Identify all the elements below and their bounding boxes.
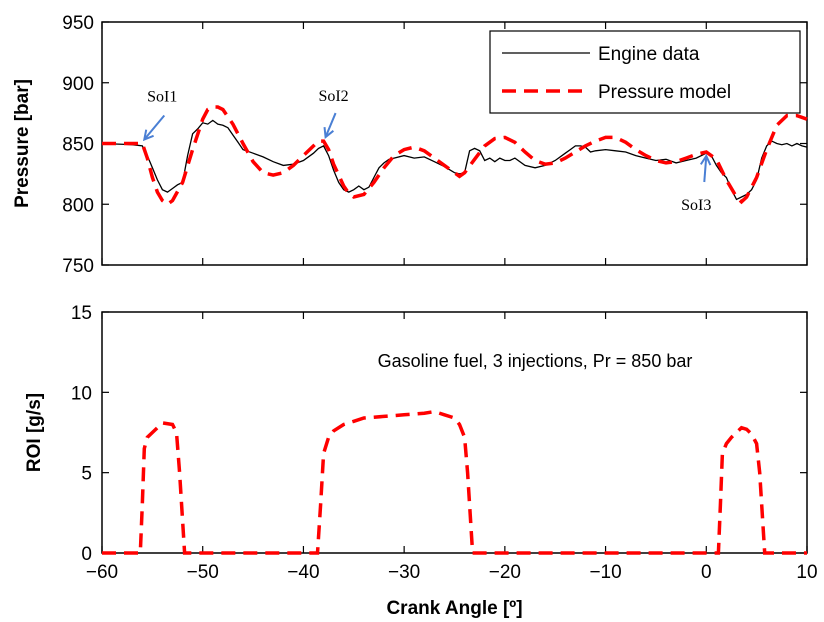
- legend: Engine data Pressure model: [489, 30, 801, 114]
- annotation-arrow-head: [323, 127, 334, 139]
- annotation-arrow-shaft: [324, 112, 337, 138]
- annotation-arrow-shaft: [143, 114, 166, 141]
- injection-annotations: SoI1 SoI2 SoI3: [142, 88, 712, 214]
- crank-angle-x-tick-label: −50: [187, 562, 219, 583]
- annotation-arrow-head: [699, 153, 712, 166]
- roi-y-axis-label: ROI [g/s]: [24, 393, 45, 472]
- crank-angle-x-tick-label: −40: [287, 562, 319, 583]
- roi-plot-frame: [101, 311, 808, 554]
- annotation-label: SoI3: [681, 197, 711, 214]
- annotation-arrow-shaft: [703, 155, 708, 183]
- crank-angle-x-tick-label: 0: [701, 562, 712, 583]
- legend-box: [489, 30, 801, 114]
- pressure-y-tick-label: 850: [62, 135, 94, 156]
- annotation-label: SoI1: [147, 89, 177, 106]
- pressure-y-tick-label: 950: [62, 13, 94, 34]
- crank-angle-x-tick-label: −20: [489, 562, 521, 583]
- roi-y-tick-label: 10: [71, 383, 92, 404]
- crank-angle-x-ticks: −60 −50 −40 −30 −20 −10 0 10: [86, 312, 818, 583]
- roi-y-tick-label: 5: [81, 464, 92, 485]
- roi-panel: 0 5 10 15 −60 −50 −40 −30 −20 −10 0 10 Gasoline fu…: [24, 303, 818, 619]
- pressure-y-axis-label: Pressure [bar]: [12, 79, 33, 208]
- pressure-model-line: [102, 105, 808, 207]
- pressure-y-tick-label: 750: [62, 256, 94, 277]
- annotation-label: SoI2: [318, 88, 348, 105]
- crank-angle-x-tick-label: −60: [86, 562, 118, 583]
- legend-label-engine-data: Engine data: [598, 44, 700, 65]
- legend-label-pressure-model: Pressure model: [598, 82, 731, 103]
- roi-line: [102, 409, 807, 555]
- pressure-panel: 750 800 850 900 950 SoI1 SoI2 SoI3 Engine data…: [12, 13, 808, 277]
- engine-data-line: [101, 119, 808, 201]
- crank-angle-x-tick-label: 10: [796, 562, 817, 583]
- roi-y-tick-label: 0: [81, 544, 92, 565]
- crank-angle-x-axis-label: Crank Angle [º]: [386, 598, 522, 619]
- annotation-arrow-head: [142, 129, 154, 142]
- fuel-condition-note: Gasoline fuel, 3 injections, Pr = 850 ba…: [378, 351, 693, 371]
- pressure-y-ticks: 750 800 850 900 950: [62, 13, 808, 277]
- crank-angle-x-tick-label: −10: [589, 562, 621, 583]
- crank-angle-x-tick-label: −30: [388, 562, 420, 583]
- pressure-y-tick-label: 900: [62, 74, 94, 95]
- roi-y-tick-label: 15: [71, 303, 92, 324]
- pressure-y-tick-label: 800: [62, 195, 94, 216]
- roi-y-ticks: 0 5 10 15: [71, 303, 807, 565]
